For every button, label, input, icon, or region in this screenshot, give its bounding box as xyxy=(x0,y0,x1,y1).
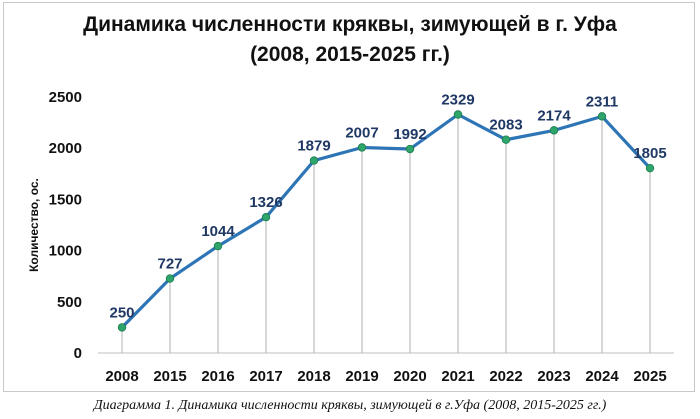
x-tick-label: 2025 xyxy=(633,368,666,385)
data-point xyxy=(261,213,271,222)
x-tick-label: 2008 xyxy=(105,368,138,385)
y-axis-label: Количество, ос. xyxy=(27,178,41,272)
data-label: 727 xyxy=(157,256,182,273)
data-markers xyxy=(117,110,655,332)
series-line xyxy=(120,112,652,329)
x-tick-label: 2021 xyxy=(441,368,474,385)
drop-lines xyxy=(121,114,651,353)
x-tick-label: 2022 xyxy=(489,368,522,385)
y-tick-label: 1500 xyxy=(49,191,82,208)
data-point xyxy=(405,144,415,154)
y-tick-label: 2000 xyxy=(49,140,82,157)
data-label: 1044 xyxy=(201,223,235,240)
data-label: 250 xyxy=(109,304,134,321)
data-point xyxy=(645,163,655,173)
data-label: 2174 xyxy=(537,107,571,124)
data-point xyxy=(453,110,463,119)
data-point xyxy=(309,156,319,165)
y-tick-label: 0 xyxy=(74,345,82,362)
data-label: 1326 xyxy=(249,194,282,211)
chart-title: Динамика численности кряквы, зимующей в … xyxy=(83,13,617,36)
data-point xyxy=(549,126,559,135)
x-tick-label: 2018 xyxy=(297,368,330,385)
x-tick-label: 2023 xyxy=(537,368,570,385)
data-label: 2083 xyxy=(489,117,522,134)
figure-caption: Диаграмма 1. Динамика численности кряквы… xyxy=(93,398,607,413)
data-labels: 250 727 1044 1326 1879 2007 1992 2329 2083 2174 23… xyxy=(109,92,666,322)
data-point xyxy=(597,112,607,121)
data-point xyxy=(501,135,511,144)
data-point xyxy=(165,274,175,283)
data-label: 2007 xyxy=(345,124,378,141)
data-label: 2329 xyxy=(441,92,474,109)
data-label: 1879 xyxy=(297,138,330,155)
x-tick-label: 2016 xyxy=(201,368,234,385)
data-label: 2311 xyxy=(586,93,619,110)
x-tick-label: 2020 xyxy=(393,368,426,385)
x-tick-label: 2019 xyxy=(345,368,378,385)
data-label: 1805 xyxy=(633,145,666,162)
data-point xyxy=(213,241,223,251)
data-point xyxy=(117,323,127,332)
data-point xyxy=(357,143,367,152)
data-label: 1992 xyxy=(393,126,426,143)
x-tick-label: 2017 xyxy=(249,368,282,385)
chart-title-block: Динамика численности кряквы, зимующей в … xyxy=(0,10,700,70)
x-tick-label: 2015 xyxy=(153,368,186,385)
chart-subtitle: (2008, 2015-2025 гг.) xyxy=(250,43,450,66)
y-tick-label: 2500 xyxy=(49,89,82,106)
y-axis-ticks: 0 500 1000 1500 2000 2500 xyxy=(49,89,82,362)
x-tick-label: 2024 xyxy=(585,368,619,385)
y-tick-label: 500 xyxy=(57,294,82,311)
x-axis-ticks: 2008 2015 2016 2017 2018 2019 2020 2021 2022 2023… xyxy=(105,368,666,385)
y-tick-label: 1000 xyxy=(49,243,82,260)
